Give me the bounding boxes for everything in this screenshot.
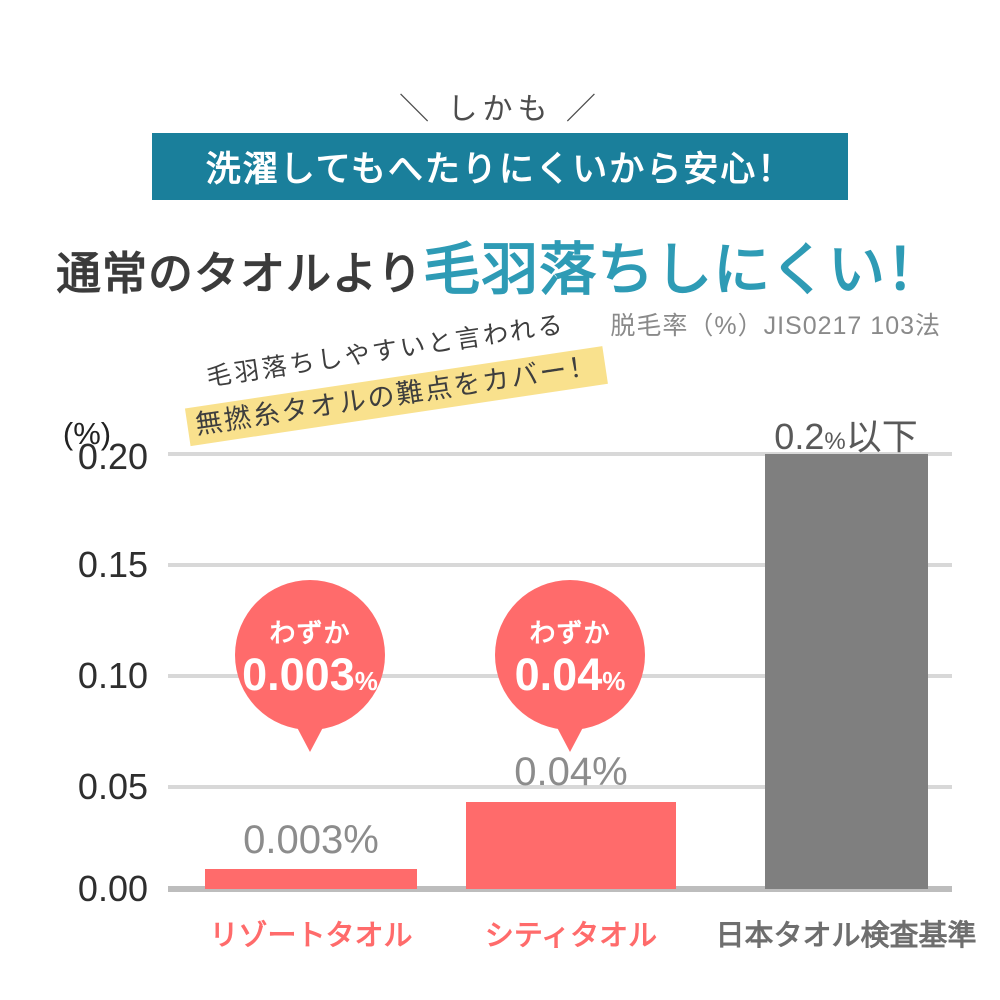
y-axis-unit-label: (%) [62, 416, 112, 451]
category-label-city: シティタオル [484, 920, 658, 952]
title-accent-part: 毛羽落ちしにくい！ [423, 238, 944, 302]
bar-jis-standard [765, 454, 928, 889]
callout-bubble-resort: わずか 0.003% [235, 580, 385, 752]
bar-value-label-resort: 0.003% [161, 818, 461, 863]
bubble-tail [291, 716, 329, 752]
gridline-015 [168, 563, 952, 567]
value-text: 0.04% [514, 750, 628, 794]
callout-number: 0.04 [514, 649, 603, 700]
callout-lead: わずか [269, 618, 351, 648]
handwritten-note: 毛羽落ちしやすいと言われる 無撚糸タオルの難点をカバー！ [178, 300, 608, 447]
banner-text: 洗濯してもへたりにくいから安心！ [205, 150, 795, 189]
y-tick-label: 0.15 [77, 544, 148, 585]
bar-value-label-city: 0.04% [421, 750, 721, 795]
title-normal-part: 通常のタオルより [56, 248, 424, 299]
x-axis-line [168, 886, 952, 892]
kicker-text: ＼ しかも ／ [399, 93, 601, 126]
value-text: 0.003% [243, 818, 379, 862]
banner: 洗濯してもへたりにくいから安心！ [152, 133, 848, 200]
callout-unit: % [602, 666, 626, 696]
bubble-tail [551, 716, 589, 752]
category-label-standard: 日本タオル検査基準 [715, 920, 977, 952]
value-suffix: 以下 [845, 416, 918, 457]
page-title: 通常のタオルより 毛羽落ちしにくい！ [0, 224, 1000, 306]
bar-resort-towel [205, 869, 417, 889]
gridline-005 [168, 785, 952, 789]
value-unit: % [824, 428, 846, 455]
callout-value: 0.003% [242, 652, 378, 697]
callout-lead: わずか [529, 618, 611, 648]
category-label-resort: リゾートタオル [209, 920, 413, 952]
gridline-020 [168, 452, 952, 456]
y-tick-label: 0.05 [77, 766, 148, 807]
bar-city-towel [466, 802, 676, 889]
value-text: 0.2 [774, 416, 825, 457]
y-tick-label: 0.20 [77, 436, 148, 477]
callout-unit: % [354, 666, 378, 696]
bar-value-label-standard: 0.2%以下 [696, 408, 996, 460]
callout-bubble-city: わずか 0.04% [495, 580, 645, 752]
y-tick-label: 0.00 [77, 868, 148, 909]
callout-number: 0.003 [242, 649, 355, 700]
test-method-note: 脱毛率（%）JIS0217 103法 [610, 312, 941, 340]
callout-value: 0.04% [515, 652, 626, 697]
y-tick-label: 0.10 [77, 655, 148, 696]
